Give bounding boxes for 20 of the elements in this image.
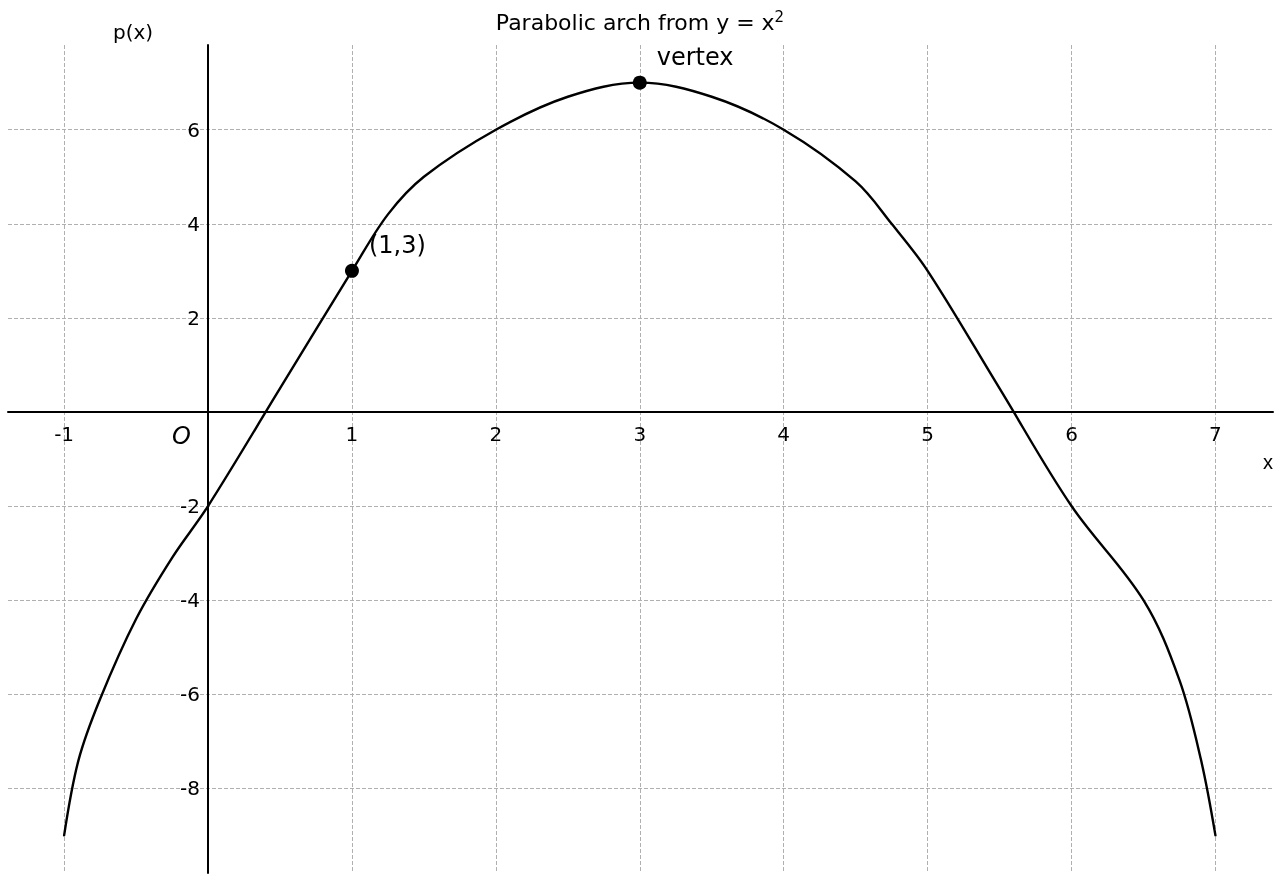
annotation: O bbox=[172, 421, 191, 450]
y-tick-label: -4 bbox=[180, 588, 201, 613]
x-tick-label: -1 bbox=[54, 421, 75, 446]
x-tick-label: 7 bbox=[1209, 421, 1222, 446]
x-tick-label: 6 bbox=[1065, 421, 1078, 446]
y-tick-label: 4 bbox=[187, 211, 201, 236]
x-tick-label: 5 bbox=[921, 421, 934, 446]
x-tick-label: 2 bbox=[489, 421, 503, 446]
y-tick-label: 6 bbox=[187, 117, 201, 142]
x-axis-title: x bbox=[1263, 450, 1273, 473]
annotation: vertex bbox=[656, 42, 734, 71]
y-tick-label: -6 bbox=[180, 682, 201, 707]
x-tick-label: 3 bbox=[633, 421, 647, 446]
y-tick-label: -2 bbox=[180, 494, 201, 519]
annotation: (1,3) bbox=[368, 230, 426, 259]
x-tick-label: 4 bbox=[777, 421, 791, 446]
y-tick-label: 2 bbox=[187, 305, 201, 330]
y-tick-label: -8 bbox=[180, 776, 201, 801]
y-axis-title: p(x) bbox=[112, 20, 154, 44]
x-tick-label: 1 bbox=[345, 421, 359, 446]
